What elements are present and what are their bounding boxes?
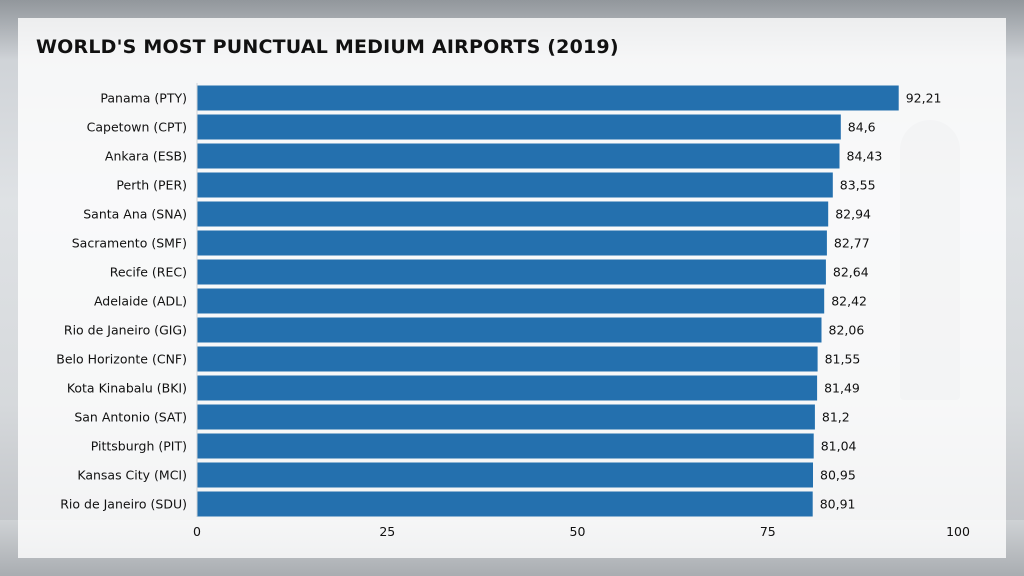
- data-label: 81,2: [822, 410, 850, 425]
- bar: [197, 462, 813, 488]
- category-label: Rio de Janeiro (GIG): [64, 323, 187, 338]
- bar: [197, 114, 841, 140]
- data-label: 92,21: [906, 91, 942, 106]
- bar: [197, 288, 825, 314]
- category-label: Panama (PTY): [100, 91, 187, 106]
- category-label: Kansas City (MCI): [77, 468, 187, 483]
- data-label: 81,55: [825, 352, 861, 367]
- data-label: 84,6: [848, 120, 876, 135]
- data-label: 80,91: [820, 497, 856, 512]
- data-label: 80,95: [820, 468, 856, 483]
- category-label: Sacramento (SMF): [72, 236, 187, 251]
- bar: [197, 172, 833, 198]
- category-label: Pittsburgh (PIT): [91, 439, 187, 454]
- bar: [197, 201, 829, 227]
- bar: [197, 230, 827, 256]
- x-tick-label: 0: [193, 524, 201, 539]
- x-tick-label: 100: [946, 524, 970, 539]
- bar: [197, 143, 840, 169]
- x-tick-label: 50: [570, 524, 586, 539]
- data-label: 82,06: [829, 323, 865, 338]
- category-label: San Antonio (SAT): [74, 410, 187, 425]
- data-label: 82,64: [833, 265, 869, 280]
- bar: [197, 404, 815, 430]
- bar: [197, 317, 822, 343]
- bar: [197, 85, 899, 111]
- x-tick-label: 25: [379, 524, 395, 539]
- x-tick-label: 75: [760, 524, 776, 539]
- category-label: Recife (REC): [110, 265, 187, 280]
- bar: [197, 433, 814, 459]
- data-label: 83,55: [840, 178, 876, 193]
- category-label: Santa Ana (SNA): [83, 207, 187, 222]
- category-label: Kota Kinabalu (BKI): [67, 381, 187, 396]
- category-label: Adelaide (ADL): [94, 294, 187, 309]
- category-label: Capetown (CPT): [87, 120, 187, 135]
- data-label: 82,42: [831, 294, 867, 309]
- data-label: 84,43: [847, 149, 883, 164]
- data-label: 82,94: [835, 207, 871, 222]
- bar: [197, 375, 818, 401]
- data-label: 82,77: [834, 236, 870, 251]
- category-label: Belo Horizonte (CNF): [56, 352, 187, 367]
- category-label: Ankara (ESB): [105, 149, 187, 164]
- bar: [197, 346, 818, 372]
- chart-title: WORLD'S MOST PUNCTUAL MEDIUM AIRPORTS (2…: [36, 36, 619, 58]
- data-label: 81,49: [824, 381, 860, 396]
- bar: [197, 259, 826, 285]
- bar: [197, 491, 813, 517]
- data-label: 81,04: [821, 439, 857, 454]
- category-label: Rio de Janeiro (SDU): [60, 497, 187, 512]
- category-label: Perth (PER): [116, 178, 187, 193]
